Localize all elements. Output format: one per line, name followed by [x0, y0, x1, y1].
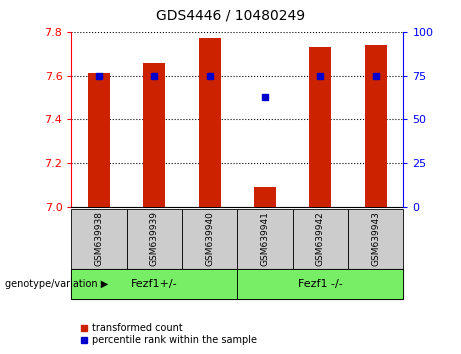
Bar [88, 74, 110, 207]
Text: GSM639941: GSM639941 [260, 211, 270, 267]
Text: GSM639939: GSM639939 [150, 211, 159, 267]
Bar [365, 45, 387, 207]
Text: GSM639943: GSM639943 [371, 211, 380, 267]
Bar [182, 209, 237, 269]
Text: Fezf1+/-: Fezf1+/- [131, 279, 178, 289]
Bar [71, 269, 237, 299]
Bar [309, 47, 331, 207]
Text: GSM639938: GSM639938 [95, 211, 104, 267]
Bar [127, 209, 182, 269]
Bar [348, 209, 403, 269]
Bar [143, 63, 165, 207]
Text: GDS4446 / 10480249: GDS4446 / 10480249 [156, 9, 305, 23]
Legend: transformed count, percentile rank within the sample: transformed count, percentile rank withi… [77, 319, 261, 349]
Bar [71, 209, 127, 269]
Text: Fezf1 -/-: Fezf1 -/- [298, 279, 343, 289]
Text: GSM639940: GSM639940 [205, 211, 214, 267]
Bar [293, 209, 348, 269]
Text: genotype/variation ▶: genotype/variation ▶ [5, 279, 108, 289]
Bar [237, 209, 293, 269]
Text: GSM639942: GSM639942 [316, 212, 325, 266]
Bar [254, 187, 276, 207]
Bar [199, 39, 221, 207]
Bar [237, 269, 403, 299]
